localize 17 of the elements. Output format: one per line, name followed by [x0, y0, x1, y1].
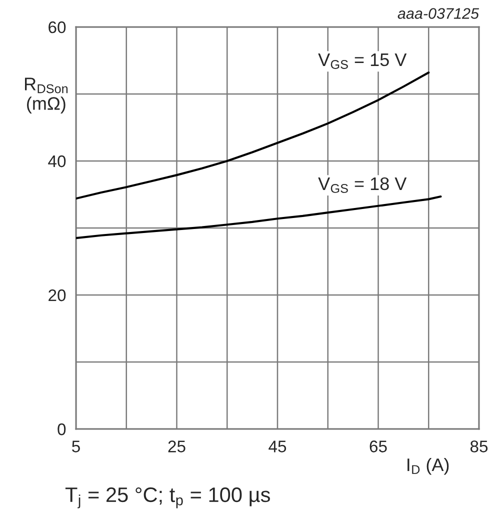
y-tick-label: 0: [58, 423, 66, 436]
y-tick-label: 40: [48, 155, 66, 168]
line-series: [76, 195, 442, 240]
x-tick-label: 65: [370, 440, 387, 452]
text: T$_{j}$ = 25 °C; t$_{p}$ = 100 µs: [65, 487, 270, 508]
x-tick-label: 5: [72, 440, 80, 452]
y-axis-title: R$_{DSon}$ (mΩ): [25, 78, 68, 114]
x-tick-label: 45: [268, 440, 286, 452]
y-tick-label: 20: [48, 289, 66, 302]
x-tick-label: 25: [168, 440, 186, 452]
y-tick-label: 60: [48, 21, 66, 34]
series-label: V$_{GS}$ = 18 V: [318, 177, 407, 193]
line-series: [76, 72, 430, 200]
text: aaa-037125: [398, 8, 480, 19]
series-label: V$_{GS}$ = 15 V: [318, 54, 407, 69]
x-axis-title: I$_{D}$ (A): [408, 458, 449, 475]
x-tick-label: 85: [470, 440, 488, 452]
